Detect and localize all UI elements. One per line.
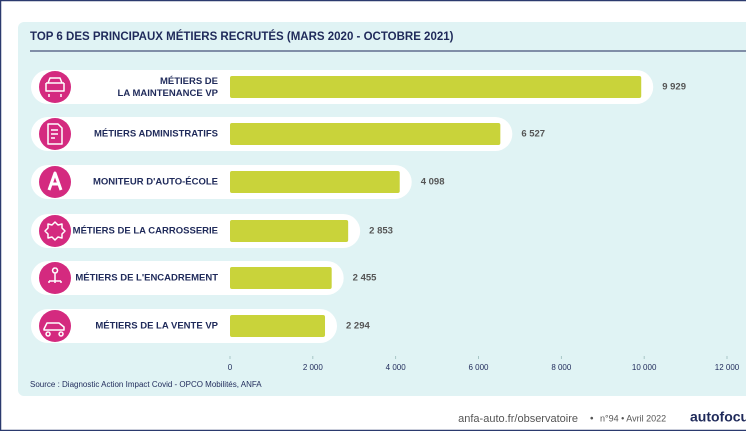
y-tick-label: MÉTIERS ADMINISTRATIFS — [94, 129, 218, 140]
panel — [18, 22, 746, 396]
footer-site: anfa-auto.fr/observatoire — [458, 413, 578, 425]
x-tick-label: 6 000 — [468, 363, 489, 372]
y-tick-label: MÉTIERS DE LA MAINTENANCE VP — [118, 76, 219, 99]
footer-brand: autofocus — [690, 409, 746, 425]
value-label: 6 527 — [521, 129, 545, 140]
bar — [230, 171, 400, 193]
bar — [230, 220, 349, 242]
y-tick-label: MÉTIERS DE L'ENCADREMENT — [75, 273, 218, 284]
value-label: 4 098 — [421, 177, 445, 188]
y-tick-label: MONITEUR D'AUTO-ÉCOLE — [93, 177, 218, 188]
y-tick-label: MÉTIERS DE LA VENTE VP — [95, 321, 218, 332]
footer-issue: n°94 • Avril 2022 — [600, 413, 666, 423]
value-label: 9 929 — [662, 82, 686, 93]
y-tick-label-line: LA MAINTENANCE VP — [118, 88, 219, 99]
row-icon-glyph — [45, 77, 65, 97]
row-icon-glyph — [47, 123, 63, 145]
source: Source : Diagnostic Action Impact Covid … — [30, 380, 262, 389]
row-icon-glyph — [44, 221, 66, 241]
chart-title: TOP 6 DES PRINCIPAUX MÉTIERS RECRUTÉS (M… — [30, 30, 454, 43]
x-tick-label: 10 000 — [632, 363, 657, 372]
x-tick-label: 0 — [228, 363, 233, 372]
row-icon-glyph — [43, 322, 65, 337]
x-tick-label: 8 000 — [551, 363, 572, 372]
bar — [230, 267, 332, 289]
y-tick-label: MÉTIERS DE LA CARROSSERIE — [73, 226, 218, 237]
row-icon — [39, 71, 71, 103]
bar — [230, 76, 642, 98]
y-tick-label-line: MÉTIERS DE — [160, 76, 218, 87]
row-icon-glyph — [47, 171, 63, 191]
x-tick-label: 4 000 — [386, 363, 407, 372]
value-label: 2 294 — [346, 321, 370, 332]
value-label: 2 853 — [369, 226, 393, 237]
bar — [230, 315, 326, 337]
footer-sep: • — [590, 414, 594, 425]
row-icon — [39, 310, 71, 342]
x-tick-label: 12 000 — [715, 363, 740, 372]
value-label: 2 455 — [353, 273, 377, 284]
bar — [230, 123, 501, 145]
row-icon — [39, 166, 71, 198]
row-icon — [39, 215, 71, 247]
x-tick-label: 2 000 — [303, 363, 324, 372]
row-icon-glyph — [48, 267, 62, 283]
